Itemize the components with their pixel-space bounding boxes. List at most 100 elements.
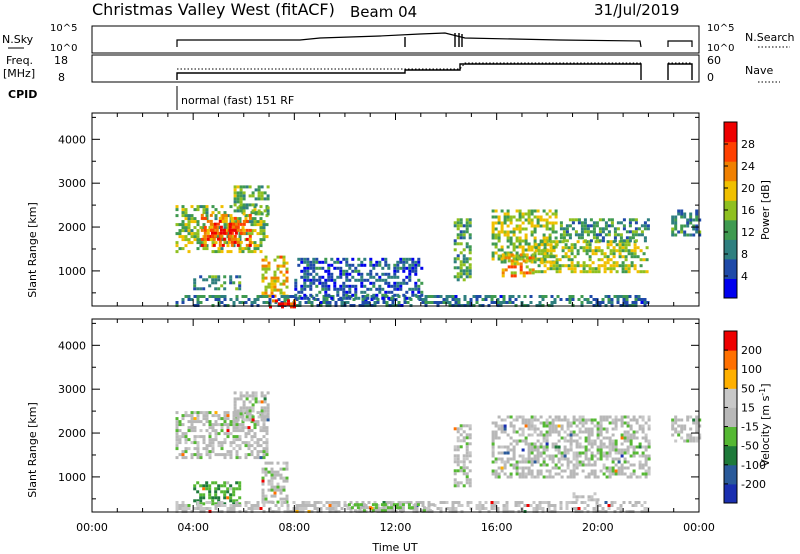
- heatmap-cell: [494, 436, 498, 440]
- heatmap-cell: [633, 255, 637, 259]
- heatmap-cell: [612, 267, 616, 271]
- heatmap-cell: [264, 267, 268, 271]
- heatmap-cell: [583, 218, 587, 222]
- heatmap-cell: [271, 501, 275, 504]
- heatmap-cell: [393, 266, 397, 270]
- heatmap-cell: [525, 259, 529, 263]
- heatmap-cell: [202, 438, 206, 442]
- heatmap-cell: [614, 442, 618, 446]
- heatmap-cell: [536, 427, 540, 431]
- heatmap-cell: [626, 433, 630, 437]
- heatmap-cell: [507, 265, 511, 269]
- heatmap-cell: [411, 266, 415, 270]
- heatmap-cell: [515, 251, 519, 255]
- heatmap-cell: [554, 454, 558, 458]
- heatmap-cell: [566, 433, 570, 437]
- heatmap-cell: [543, 255, 547, 259]
- heatmap-cell: [523, 504, 527, 507]
- heatmap-cell: [608, 451, 612, 455]
- heatmap-cell: [465, 424, 469, 428]
- heatmap-cell: [624, 258, 628, 262]
- heatmap-cell: [524, 248, 528, 252]
- heatmap-cell: [390, 296, 394, 300]
- heatmap-cell: [686, 433, 690, 437]
- heatmap-cell: [613, 233, 617, 237]
- heatmap-cell: [273, 494, 277, 498]
- heatmap-cell: [408, 257, 412, 261]
- colorbar-swatch: [724, 141, 737, 162]
- heatmap-cell: [491, 215, 495, 219]
- heatmap-cell: [424, 298, 428, 301]
- heatmap-cell: [187, 420, 191, 424]
- heatmap-cell: [609, 240, 613, 244]
- heatmap-cell: [214, 507, 218, 510]
- heatmap-cell: [575, 457, 579, 461]
- heatmap-cell: [545, 224, 549, 228]
- heatmap-cell: [408, 263, 412, 267]
- heatmap-cell: [548, 475, 552, 479]
- heatmap-cell: [318, 278, 322, 282]
- heatmap-cell: [399, 281, 403, 285]
- heatmap-cell: [620, 466, 624, 470]
- heatmap-cell: [512, 254, 516, 258]
- heatmap-cell: [244, 441, 248, 445]
- heatmap-cell: [533, 230, 537, 234]
- heatmap-cell: [500, 227, 504, 231]
- heatmap-cell: [695, 430, 699, 434]
- heatmap-cell: [530, 448, 534, 452]
- heatmap-cell: [270, 291, 274, 295]
- heatmap-cell: [533, 209, 537, 213]
- heatmap-cell: [522, 271, 526, 275]
- heatmap-cell: [251, 415, 255, 419]
- heatmap-cell: [236, 412, 240, 416]
- heatmap-cell: [549, 243, 553, 247]
- heatmap-cell: [524, 466, 528, 470]
- heatmap-cell: [190, 456, 194, 460]
- heatmap-cell: [242, 212, 246, 216]
- heatmap-cell: [566, 451, 570, 455]
- heatmap-cell: [270, 479, 274, 483]
- heatmap-cell: [263, 209, 267, 213]
- heatmap-cell: [208, 423, 212, 427]
- heatmap-cell: [181, 214, 185, 218]
- heatmap-cell: [618, 255, 622, 259]
- velocity-cells: [175, 391, 702, 513]
- heatmap-cell: [409, 501, 413, 504]
- heatmap-cell: [383, 503, 387, 507]
- heatmap-cell: [491, 227, 495, 231]
- heatmap-cell: [193, 284, 197, 288]
- heatmap-cell: [633, 264, 637, 268]
- heatmap-cell: [208, 507, 212, 510]
- heatmap-cell: [300, 269, 304, 273]
- heatmap-cell: [210, 228, 214, 232]
- heatmap-cell: [522, 274, 526, 278]
- heatmap-cell: [285, 464, 289, 468]
- heatmap-cell: [510, 262, 514, 266]
- heatmap-cell: [250, 301, 254, 304]
- heatmap-cell: [414, 260, 418, 264]
- heatmap-cell: [674, 427, 678, 431]
- heatmap-cell: [315, 257, 319, 261]
- heatmap-cell: [254, 391, 258, 395]
- heatmap-cell: [202, 502, 206, 506]
- heatmap-cell: [199, 504, 203, 507]
- heatmap-cell: [695, 427, 699, 431]
- heatmap-cell: [465, 221, 469, 225]
- heatmap-cell: [238, 504, 242, 507]
- x-tick-label: 00:00: [683, 521, 715, 534]
- heatmap-cell: [376, 504, 380, 507]
- heatmap-cell: [250, 435, 254, 439]
- heatmap-cell: [462, 466, 466, 470]
- heatmap-cell: [264, 288, 268, 292]
- heatmap-cell: [306, 269, 310, 273]
- heatmap-cell: [462, 230, 466, 234]
- heatmap-cell: [375, 263, 379, 267]
- heatmap-cell: [348, 263, 352, 267]
- nsearch-tick-bottom: 10^0: [707, 43, 734, 54]
- heatmap-cell: [279, 485, 283, 489]
- heatmap-cell: [547, 501, 551, 504]
- heatmap-cell: [551, 430, 555, 434]
- heatmap-cell: [242, 197, 246, 201]
- heatmap-cell: [627, 252, 631, 256]
- heatmap-cell: [620, 424, 624, 428]
